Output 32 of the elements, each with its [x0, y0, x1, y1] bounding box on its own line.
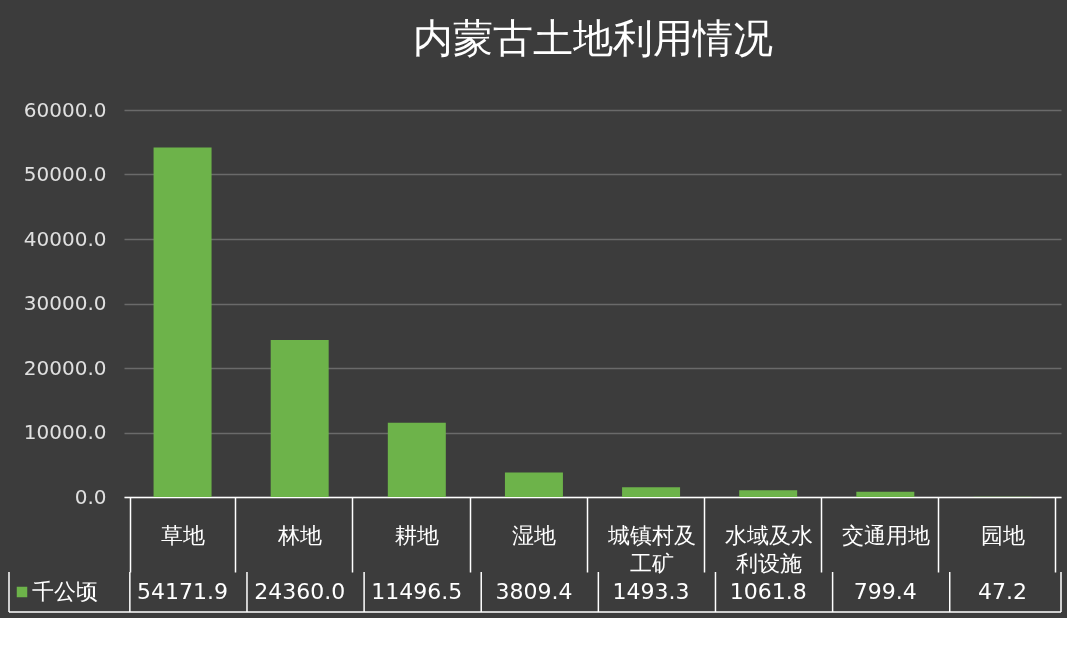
text: 11496.5	[371, 579, 463, 604]
bar	[270, 339, 329, 497]
text: 1061.8	[729, 579, 807, 604]
bar	[504, 472, 563, 497]
x-tick-label: 园地	[980, 522, 1025, 548]
y-tick-label: 50000.0	[23, 162, 107, 186]
x-tick-label: 草地	[161, 522, 206, 548]
bar	[153, 147, 212, 497]
x-tick-label: 林地	[277, 522, 323, 548]
bar	[856, 491, 915, 497]
text: 1493.3	[612, 579, 690, 604]
bar	[739, 490, 798, 497]
y-tick-label: 60000.0	[23, 97, 107, 122]
text: 47.2	[977, 579, 1027, 604]
text: 54171.9	[137, 579, 229, 604]
bar	[387, 422, 446, 497]
x-tick-label: 城镇村及工矿	[606, 522, 696, 576]
y-tick-label: 0.0	[74, 484, 107, 509]
text: 24360.0	[254, 579, 346, 604]
bar	[622, 487, 681, 497]
y-tick-label: 40000.0	[23, 226, 107, 251]
x-tick-label: 水域及水利设施	[724, 522, 813, 576]
text: 3809.4	[495, 579, 573, 604]
x-tick-label: 交通用地	[841, 522, 930, 548]
chart-title: 内蒙古土地利用情况	[412, 15, 773, 61]
x-tick-label: 湿地	[512, 522, 557, 548]
y-tick-label: 10000.0	[23, 420, 107, 444]
y-tick-label: 20000.0	[23, 355, 107, 380]
y-tick-label: 30000.0	[23, 291, 107, 315]
legend-label: 千公顷	[32, 579, 98, 604]
text: 799.4	[853, 579, 917, 604]
x-tick-label: 耕地	[395, 522, 440, 548]
